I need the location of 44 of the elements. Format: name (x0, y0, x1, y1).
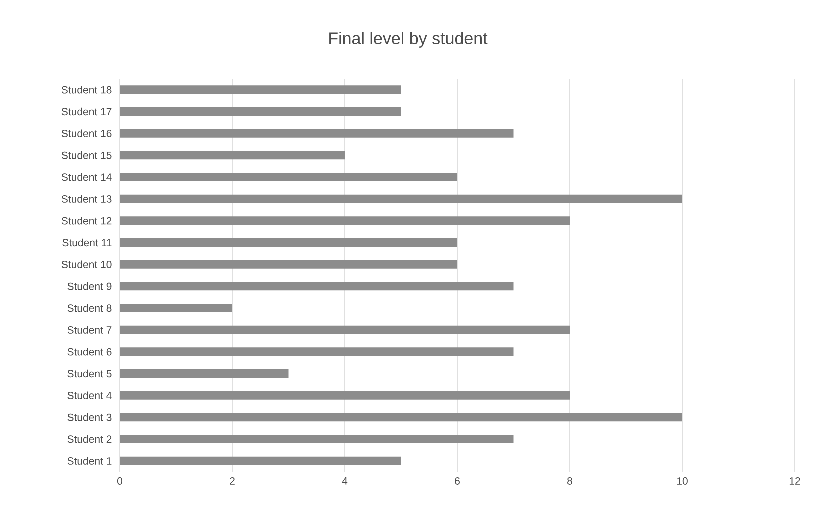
y-tick-label: Student 2 (68, 435, 112, 444)
bar (120, 216, 570, 226)
y-tick-label: Student 6 (68, 348, 112, 356)
y-tick-label: Student 18 (62, 86, 112, 94)
bar (120, 456, 402, 466)
x-tick-label: 6 (455, 478, 460, 485)
chart-title: Final level by student (330, 32, 488, 48)
y-tick-label: Student 7 (68, 326, 112, 334)
x-tick-label: 4 (342, 478, 348, 485)
y-tick-label: Student 11 (62, 238, 112, 247)
y-tick-label: Student 13 (62, 195, 112, 203)
bar (120, 194, 682, 204)
x-tick-label: 0 (117, 478, 123, 485)
y-tick-label: Student 12 (62, 217, 112, 225)
bar (120, 282, 514, 291)
bar (120, 238, 458, 247)
bar (120, 391, 570, 400)
x-tick-label: 8 (568, 478, 572, 485)
bar (120, 348, 514, 356)
bar (120, 434, 514, 444)
bar (120, 369, 289, 378)
y-tick-label: Student 10 (62, 260, 112, 268)
x-tick-label: 2 (230, 478, 235, 485)
bar (120, 172, 458, 182)
bar (120, 107, 402, 116)
bar (120, 413, 682, 422)
y-tick-label: Student 15 (62, 152, 112, 160)
bar (120, 260, 458, 269)
y-tick-label: Student 4 (68, 392, 112, 400)
y-tick-label: Student 14 (62, 173, 112, 182)
y-tick-label: Student 8 (68, 304, 112, 312)
bar (120, 129, 514, 138)
bar (120, 151, 346, 160)
bar (120, 304, 233, 312)
y-tick-label: Student 3 (68, 414, 112, 422)
y-tick-label: Student 9 (68, 282, 112, 290)
y-tick-label: Student 16 (62, 130, 112, 138)
y-tick-label: Student 5 (68, 370, 112, 378)
x-tick-label: 12 (790, 478, 800, 485)
x-tick-label: 10 (677, 478, 688, 485)
bar (120, 86, 402, 94)
y-tick-label: Student 1 (68, 457, 112, 465)
bar (120, 326, 570, 334)
y-tick-label: Student 17 (62, 108, 112, 116)
